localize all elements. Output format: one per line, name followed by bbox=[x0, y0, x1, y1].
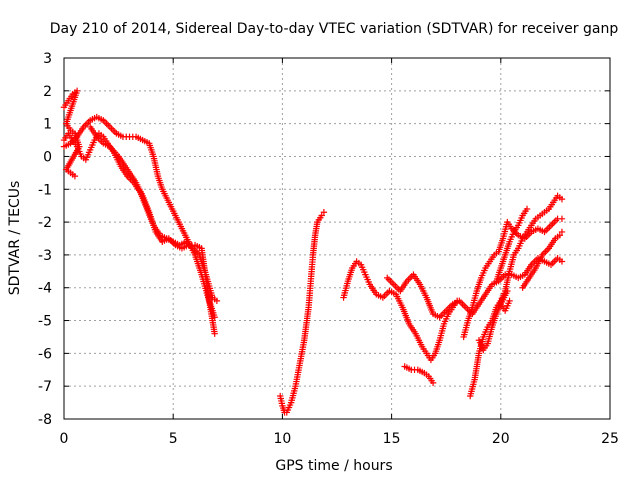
y-axis-label: SDTVAR / TECUs bbox=[7, 181, 23, 296]
data-point bbox=[71, 172, 79, 180]
data-point bbox=[556, 232, 563, 239]
y-tick-label: -2 bbox=[38, 215, 52, 231]
series-trace-9 bbox=[460, 215, 566, 341]
x-tick-label: 15 bbox=[383, 431, 401, 447]
y-tick-labels: 3 2 1 0 -1 -2 -3 -4 -5 -6 -7 -8 bbox=[38, 51, 52, 428]
series-trace-12 bbox=[493, 205, 531, 285]
series-trace-5 bbox=[277, 209, 328, 416]
y-tick-label: 1 bbox=[43, 117, 52, 133]
x-tick-label: 5 bbox=[169, 431, 178, 447]
plot-frame bbox=[63, 57, 611, 420]
y-tick-label: -1 bbox=[38, 182, 52, 198]
x-tick-label: 0 bbox=[60, 431, 69, 447]
y-tick-label: -7 bbox=[38, 379, 52, 395]
chart-title: Day 210 of 2014, Sidereal Day-to-day VTE… bbox=[50, 21, 619, 37]
series-trace-8 bbox=[401, 363, 437, 387]
x-tick-label: 25 bbox=[601, 431, 619, 447]
axis-ticks bbox=[63, 57, 611, 420]
data-point bbox=[558, 195, 566, 203]
data-points bbox=[60, 87, 566, 416]
series-trace-7 bbox=[384, 254, 566, 321]
data-point bbox=[320, 209, 328, 216]
y-tick-label: -5 bbox=[38, 314, 52, 330]
data-point bbox=[318, 212, 325, 219]
y-tick-label: -8 bbox=[38, 412, 52, 428]
y-tick-label: 2 bbox=[43, 84, 52, 100]
series-trace-13 bbox=[519, 228, 566, 291]
data-point bbox=[213, 297, 221, 305]
y-tick-label: -3 bbox=[38, 248, 52, 264]
grid-lines bbox=[64, 58, 610, 419]
series-trace-11 bbox=[475, 287, 513, 354]
x-axis-label: GPS time / hours bbox=[275, 458, 392, 474]
series-trace-3 bbox=[60, 87, 83, 180]
y-tick-label: -6 bbox=[38, 346, 52, 362]
series-trace-4 bbox=[87, 123, 218, 337]
data-point bbox=[523, 205, 531, 213]
data-point bbox=[558, 228, 566, 236]
x-tick-labels: 0 5 10 15 20 25 bbox=[60, 431, 619, 447]
x-tick-label: 10 bbox=[273, 431, 291, 447]
data-point bbox=[211, 330, 218, 337]
data-point bbox=[558, 215, 566, 223]
y-tick-label: -4 bbox=[38, 281, 52, 297]
y-tick-label: 3 bbox=[43, 51, 52, 67]
data-point bbox=[558, 258, 566, 265]
series-trace-2 bbox=[60, 113, 218, 321]
data-point bbox=[506, 297, 513, 305]
x-tick-label: 20 bbox=[492, 431, 510, 447]
data-point bbox=[429, 379, 437, 387]
y-tick-label: 0 bbox=[43, 149, 52, 165]
series-trace-6 bbox=[340, 258, 461, 364]
